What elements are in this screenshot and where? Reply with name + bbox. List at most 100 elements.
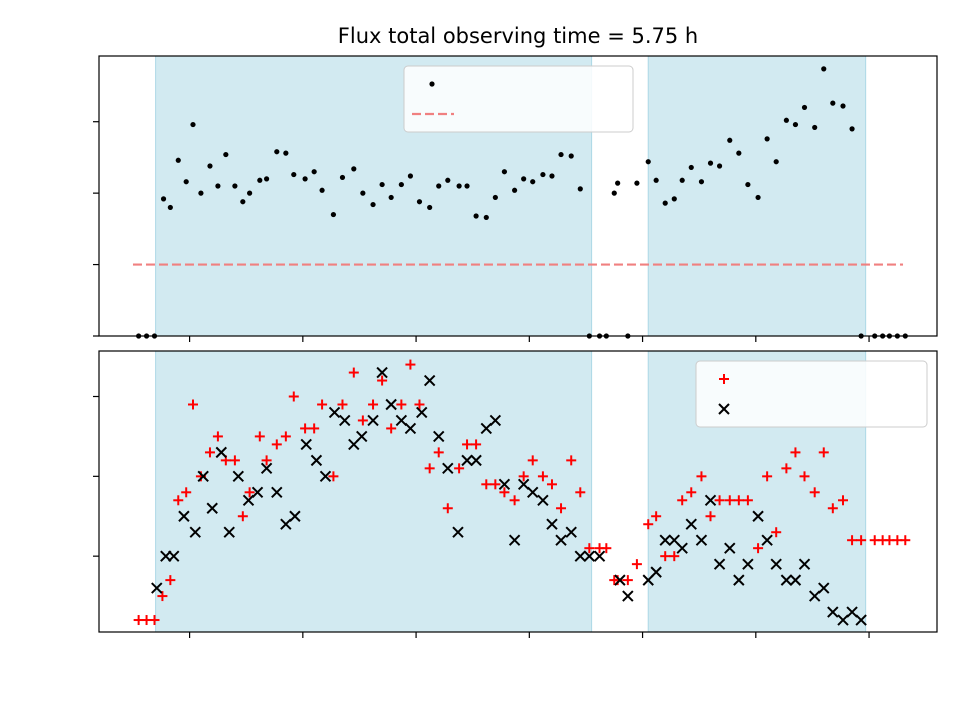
matched-star-point	[173, 495, 184, 506]
matched-star-point	[651, 511, 662, 522]
measurement-point	[764, 136, 770, 142]
matched-star-point	[771, 527, 782, 538]
predicted-star-point	[704, 494, 717, 506]
count-panel	[93, 350, 938, 638]
plot-frame	[98, 55, 938, 337]
measurement-point	[291, 171, 297, 178]
predicted-star-point	[404, 422, 417, 435]
predicted-star-point	[713, 558, 726, 570]
predicted-star-point	[442, 462, 454, 475]
predicted-star-point	[798, 558, 811, 570]
matched-star-point	[368, 399, 379, 410]
predicted-star-point	[827, 606, 839, 618]
matched-star-point	[696, 471, 707, 482]
matched-star-point	[781, 463, 792, 474]
predicted-star-point	[855, 614, 867, 626]
ratio-legend	[403, 65, 634, 133]
measurement-point	[175, 157, 181, 163]
matched-star-point	[686, 487, 697, 498]
legend-predicted-marker	[718, 403, 730, 415]
predicted-star-point	[498, 478, 511, 491]
predicted-star-point	[319, 470, 332, 483]
measurement-point	[198, 190, 204, 196]
matched-star-point	[799, 471, 810, 482]
measurement-point	[183, 179, 189, 185]
matched-star-point	[518, 471, 529, 482]
predicted-star-point	[614, 574, 626, 586]
matched-star-point	[622, 575, 633, 586]
measurement-point	[549, 173, 555, 179]
matched-star-point	[631, 559, 642, 570]
matched-star-point	[818, 447, 829, 458]
predicted-star-point	[837, 614, 849, 626]
matched-star-point	[165, 575, 176, 586]
matched-star-point	[288, 391, 299, 402]
predicted-star-point	[189, 526, 201, 538]
predicted-star-point	[367, 414, 379, 427]
matched-star-point	[724, 495, 735, 506]
matched-star-point	[753, 543, 764, 554]
measurement-point	[473, 213, 479, 219]
predicted-star-point	[416, 406, 428, 419]
predicted-star-point	[761, 534, 773, 546]
matched-star-point	[261, 455, 272, 466]
predicted-star-point	[271, 486, 283, 499]
matched-star-point	[357, 415, 368, 426]
predicted-star-point	[846, 606, 858, 618]
measurement-point	[264, 176, 270, 182]
matched-star-point	[414, 399, 425, 410]
predicted-star-point	[742, 558, 754, 570]
measurement-point	[540, 171, 546, 178]
matched-star-point	[677, 495, 688, 506]
measurement-point	[653, 177, 659, 183]
predicted-star-point	[508, 534, 521, 546]
measurement-point	[801, 104, 808, 111]
matched-star-point	[714, 495, 725, 506]
predicted-star-point	[242, 494, 255, 506]
predicted-star-point	[232, 470, 244, 483]
measurement-point	[727, 137, 733, 143]
measurement-point	[319, 187, 325, 193]
matched-star-point	[157, 591, 168, 602]
measurement-point	[311, 169, 317, 175]
measurement-point	[339, 174, 346, 181]
predicted-star-point	[574, 550, 586, 562]
predicted-star-point	[546, 518, 558, 530]
plot-frame	[98, 350, 938, 633]
predicted-star-point	[300, 438, 312, 451]
shaded-region	[155, 350, 593, 633]
measurement-point	[558, 151, 564, 158]
predicted-star-point	[310, 454, 323, 467]
measurement-point	[645, 159, 651, 165]
predicted-star-point	[622, 590, 634, 602]
measurement-point	[190, 121, 196, 128]
measurement-point	[755, 194, 761, 201]
predicted-star-point	[251, 486, 264, 499]
measurement-point	[302, 176, 308, 182]
measurement-point	[483, 214, 489, 221]
measurement-points	[136, 66, 908, 339]
legend-matched-marker	[719, 374, 729, 384]
measurement-point	[330, 211, 337, 218]
matched-star-point	[575, 487, 586, 498]
matched-star-point	[244, 487, 255, 498]
matched-star-point	[827, 503, 838, 514]
predicted-star-point	[593, 550, 606, 562]
measurement-point	[370, 201, 376, 208]
predicted-star-point	[280, 518, 292, 530]
predicted-star-point	[168, 550, 180, 562]
measurement-point	[283, 150, 289, 156]
predicted-star-point	[733, 574, 745, 586]
measurement-point	[407, 173, 414, 179]
measurement-point	[456, 183, 462, 189]
measurement-point	[840, 103, 846, 109]
matched-star-point	[405, 359, 416, 370]
measurement-point	[247, 190, 253, 196]
measurement-point	[512, 187, 518, 193]
predicted-star-point	[289, 510, 301, 522]
matched-star-point	[705, 511, 716, 522]
measurement-point	[223, 151, 229, 158]
predicted-star-point	[659, 534, 671, 546]
matched-star-point	[271, 439, 282, 450]
